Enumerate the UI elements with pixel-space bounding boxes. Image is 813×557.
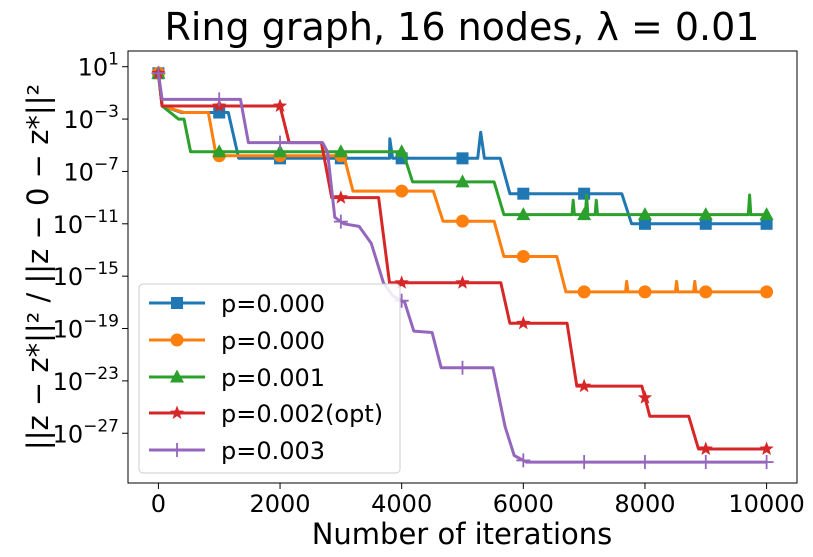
legend-label: p=0.002(opt)	[221, 400, 383, 428]
data-point	[333, 190, 348, 204]
legend-marker	[169, 405, 185, 420]
y-tick-label: 10−27	[53, 416, 119, 448]
x-axis-ticks: 0 2000 4000 6000 8000 10000	[151, 483, 805, 518]
data-point	[455, 275, 470, 289]
legend-entry: p=0.000	[149, 290, 325, 318]
x-tick-label: 0	[151, 490, 166, 518]
chart-title: Ring graph, 16 nodes, λ = 0.01	[165, 5, 760, 49]
data-point	[577, 285, 591, 299]
x-tick-label: 4000	[371, 490, 432, 518]
series-line	[156, 73, 767, 294]
data-point	[455, 360, 470, 375]
data-point	[637, 207, 652, 221]
series-4	[151, 66, 774, 470]
x-tick-label: 8000	[614, 490, 675, 518]
legend-marker	[171, 297, 183, 309]
y-axis-ticks: 101 10−3 10−7 10−11 10−15 10−19 10−23 10−27	[53, 50, 128, 448]
data-point	[698, 455, 713, 470]
legend-label: p=0.001	[221, 364, 325, 392]
legend-label: p=0.000	[221, 327, 325, 355]
data-point	[151, 66, 166, 81]
data-point	[760, 285, 774, 299]
y-tick-label: 10−11	[53, 207, 119, 239]
series-layer	[151, 65, 774, 470]
data-point	[759, 455, 774, 470]
legend-label: p=0.003	[221, 437, 325, 465]
legend-marker	[170, 443, 184, 457]
series-line	[156, 73, 767, 217]
x-tick-label: 6000	[493, 490, 554, 518]
plot-frame	[127, 50, 798, 484]
data-point	[212, 92, 227, 107]
data-point	[516, 453, 531, 468]
data-point	[638, 285, 652, 299]
legend-marker	[170, 369, 184, 383]
y-tick-label: 10−15	[53, 259, 119, 291]
series-line	[156, 73, 767, 464]
data-point	[759, 441, 774, 455]
series-2	[151, 65, 774, 221]
legend-entry: p=0.001	[149, 364, 325, 392]
data-point	[394, 275, 409, 289]
data-point	[699, 285, 713, 299]
data-point	[456, 152, 469, 165]
data-point	[456, 214, 469, 228]
data-point	[517, 187, 530, 200]
y-axis-label: ||z − z*||² / ||z − 0 − z*||²	[21, 84, 55, 450]
x-tick-label: 2000	[250, 490, 311, 518]
y-tick-label: 101	[78, 50, 119, 82]
data-point	[516, 250, 530, 264]
series-line	[156, 73, 767, 226]
data-point	[577, 378, 592, 393]
data-point	[273, 144, 288, 158]
data-point	[272, 98, 288, 112]
data-point	[760, 217, 773, 230]
data-point	[637, 390, 653, 404]
legend-marker	[170, 333, 184, 347]
data-point	[578, 187, 591, 200]
series-0	[152, 67, 773, 230]
data-point	[638, 217, 651, 230]
data-point	[637, 455, 652, 470]
y-tick-label: 10−19	[53, 312, 119, 344]
data-point	[577, 207, 592, 221]
y-tick-label: 10−23	[53, 364, 119, 396]
data-point	[698, 207, 713, 221]
legend-label: p=0.000	[221, 290, 325, 318]
data-point	[273, 135, 288, 150]
data-point	[395, 184, 409, 198]
data-point	[212, 144, 227, 158]
data-point	[516, 207, 531, 221]
y-tick-label: 10−3	[63, 102, 119, 134]
legend-entry: p=0.002(opt)	[149, 400, 383, 428]
data-point	[577, 455, 592, 470]
data-point	[759, 207, 774, 221]
data-point	[333, 144, 348, 158]
data-point	[699, 217, 712, 230]
data-point	[333, 214, 348, 229]
legend-entry: p=0.000	[149, 327, 325, 355]
legend-entry: p=0.003	[149, 437, 325, 465]
data-point	[455, 174, 470, 188]
x-axis-label: Number of iterations	[312, 517, 613, 551]
x-tick-label: 10000	[728, 490, 804, 518]
data-point	[516, 315, 531, 330]
legend: p=0.000 p=0.000 p=0.001 p=0.002(opt) p=0.003	[138, 283, 401, 474]
y-tick-label: 10−7	[63, 154, 119, 186]
plot-area: 0 2000 4000 6000 8000 10000 10110−310−710−111…	[53, 50, 805, 518]
data-point	[698, 441, 713, 455]
legend-frame	[138, 283, 401, 474]
data-point	[394, 144, 409, 158]
